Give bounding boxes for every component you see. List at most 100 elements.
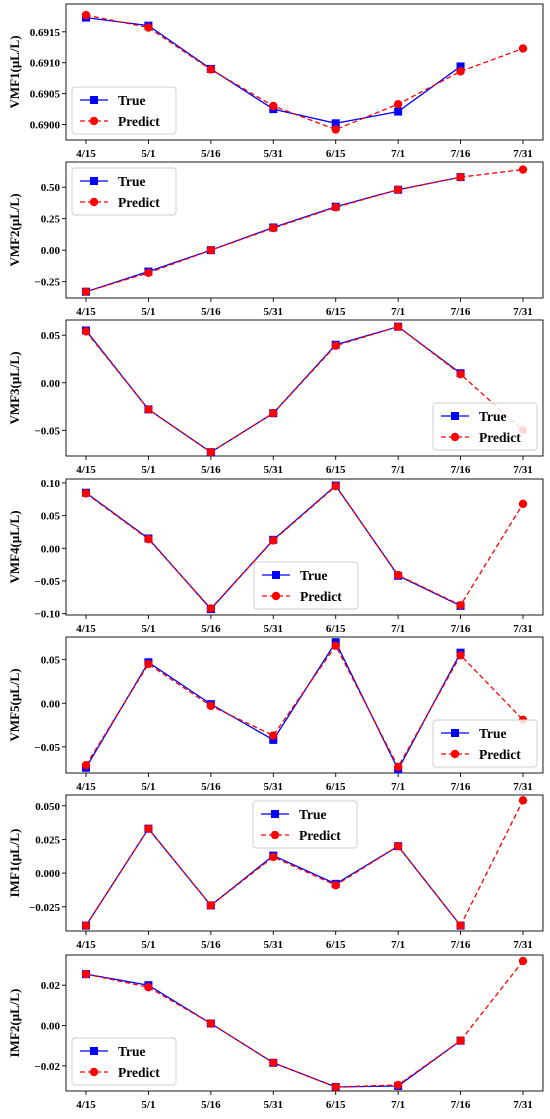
data-point-predict: [518, 165, 528, 174]
x-tick-label: 5/16: [201, 939, 221, 951]
x-tick-label: 7/1: [391, 623, 405, 635]
x-tick-label: 4/15: [76, 781, 96, 793]
x-tick-label: 7/31: [513, 464, 533, 476]
series-line-true: [85, 640, 462, 771]
x-tick-label: 5/31: [264, 464, 284, 476]
data-point-predict: [81, 287, 91, 296]
y-tick-label: 0.00: [41, 1021, 61, 1033]
series-line-predict: [85, 485, 524, 610]
data-point-predict: [81, 969, 91, 979]
y-tick-label: 0.6910: [30, 58, 61, 70]
x-tick-label: 7/16: [451, 939, 471, 951]
y-tick-label: 0.050: [35, 801, 60, 813]
y-tick-label: 0.6905: [30, 89, 61, 101]
legend: True Predict: [432, 402, 538, 451]
legend-label-true: True: [479, 409, 507, 424]
series-line-predict: [85, 14, 524, 131]
legend-marker-predict: [89, 116, 99, 126]
legend: True Predict: [432, 719, 538, 768]
data-point-true: [331, 119, 340, 128]
x-tick-label: 5/16: [201, 781, 221, 793]
legend-label-true: True: [479, 726, 507, 741]
data-point-predict: [206, 901, 216, 910]
x-tick-label: 7/1: [391, 306, 405, 318]
x-tick-label: 4/15: [76, 623, 96, 635]
y-tick-label: −0.02: [34, 1061, 60, 1073]
legend-marker-predict: [271, 591, 281, 601]
y-axis-label: VMF5(μL/L): [7, 668, 22, 741]
x-tick-label: 6/15: [326, 1099, 346, 1111]
x-tick-label: 7/16: [451, 148, 471, 160]
x-tick-label: 7/31: [513, 623, 533, 635]
data-point-predict: [81, 760, 91, 770]
data-point-predict: [144, 534, 153, 544]
x-tick-label: 4/15: [76, 939, 96, 951]
legend: True Predict: [71, 1037, 177, 1086]
x-tick-label: 4/15: [76, 464, 96, 476]
legend-label-predict: Predict: [118, 195, 160, 210]
x-tick-label: 5/1: [141, 464, 155, 476]
legend-marker-true: [90, 1047, 98, 1055]
x-tick-label: 7/31: [513, 781, 533, 793]
legend: True Predict: [252, 800, 358, 849]
legend-marker-predict: [89, 197, 99, 207]
legend-marker-predict: [450, 432, 460, 442]
x-tick-label: 7/1: [391, 781, 405, 793]
legend-label-predict: Predict: [300, 589, 342, 604]
y-tick-label: 0.25: [41, 214, 61, 226]
x-tick-label: 7/16: [451, 781, 471, 793]
legend-marker-true: [90, 96, 98, 104]
legend-marker-true: [271, 810, 279, 818]
x-tick-label: 7/16: [451, 623, 471, 635]
x-tick-label: 5/31: [264, 781, 284, 793]
x-tick-label: 7/31: [513, 306, 533, 318]
x-tick-label: 5/31: [264, 148, 284, 160]
series-line-predict: [85, 644, 524, 769]
subplot-6: −0.025 0.000 0.025 0.050 4/15 5/1 5/16 5/31 6/15…: [7, 794, 544, 951]
data-point-predict: [269, 731, 278, 740]
data-point-predict: [206, 604, 216, 613]
y-tick-label: 0.025: [35, 834, 60, 846]
plot-frame: [65, 161, 544, 299]
x-tick-label: 5/1: [141, 939, 155, 951]
data-point-predict: [144, 983, 153, 992]
data-point-predict: [518, 796, 528, 805]
y-tick-label: 0.00: [41, 698, 61, 710]
x-tick-label: 5/1: [141, 306, 155, 318]
data-point-predict: [269, 536, 278, 545]
data-point-predict: [269, 852, 278, 862]
x-tick-label: 6/15: [326, 781, 346, 793]
x-tick-label: 5/31: [264, 306, 284, 318]
subplot-1: 0.6900 0.6905 0.6910 0.6915 4/15 5/1 5/16 5/31 6…: [7, 3, 544, 160]
legend-label-predict: Predict: [118, 114, 160, 129]
x-tick-label: 5/31: [264, 1099, 284, 1111]
data-point-predict: [144, 23, 153, 32]
x-tick-label: 5/1: [141, 1099, 155, 1111]
x-tick-label: 5/1: [141, 148, 155, 160]
data-point-predict: [81, 10, 91, 20]
y-tick-label: −0.05: [34, 742, 60, 754]
x-tick-label: 5/31: [264, 939, 284, 951]
data-point-predict: [206, 701, 216, 711]
plot-frame: [65, 794, 544, 932]
data-point-predict: [456, 172, 465, 182]
y-tick-label: 0.6900: [30, 120, 61, 132]
data-point-true: [269, 735, 278, 744]
x-tick-label: 5/1: [141, 623, 155, 635]
x-tick-label: 4/15: [76, 306, 96, 318]
plot-frame: [65, 3, 544, 141]
legend-label-true: True: [118, 1044, 146, 1059]
x-tick-label: 7/31: [513, 939, 533, 951]
data-point-predict: [144, 824, 153, 833]
legend-label-predict: Predict: [479, 430, 521, 445]
x-tick-label: 7/31: [513, 148, 533, 160]
x-tick-label: 7/1: [391, 1099, 405, 1111]
legend-marker-true: [451, 729, 459, 737]
legend-label-true: True: [118, 93, 146, 108]
data-point-predict: [144, 659, 153, 669]
data-point-predict: [144, 268, 153, 278]
legend-label-predict: Predict: [479, 747, 521, 762]
y-tick-label: 0.05: [41, 330, 61, 342]
data-point-predict: [518, 956, 528, 966]
y-tick-label: 0.00: [41, 245, 61, 257]
